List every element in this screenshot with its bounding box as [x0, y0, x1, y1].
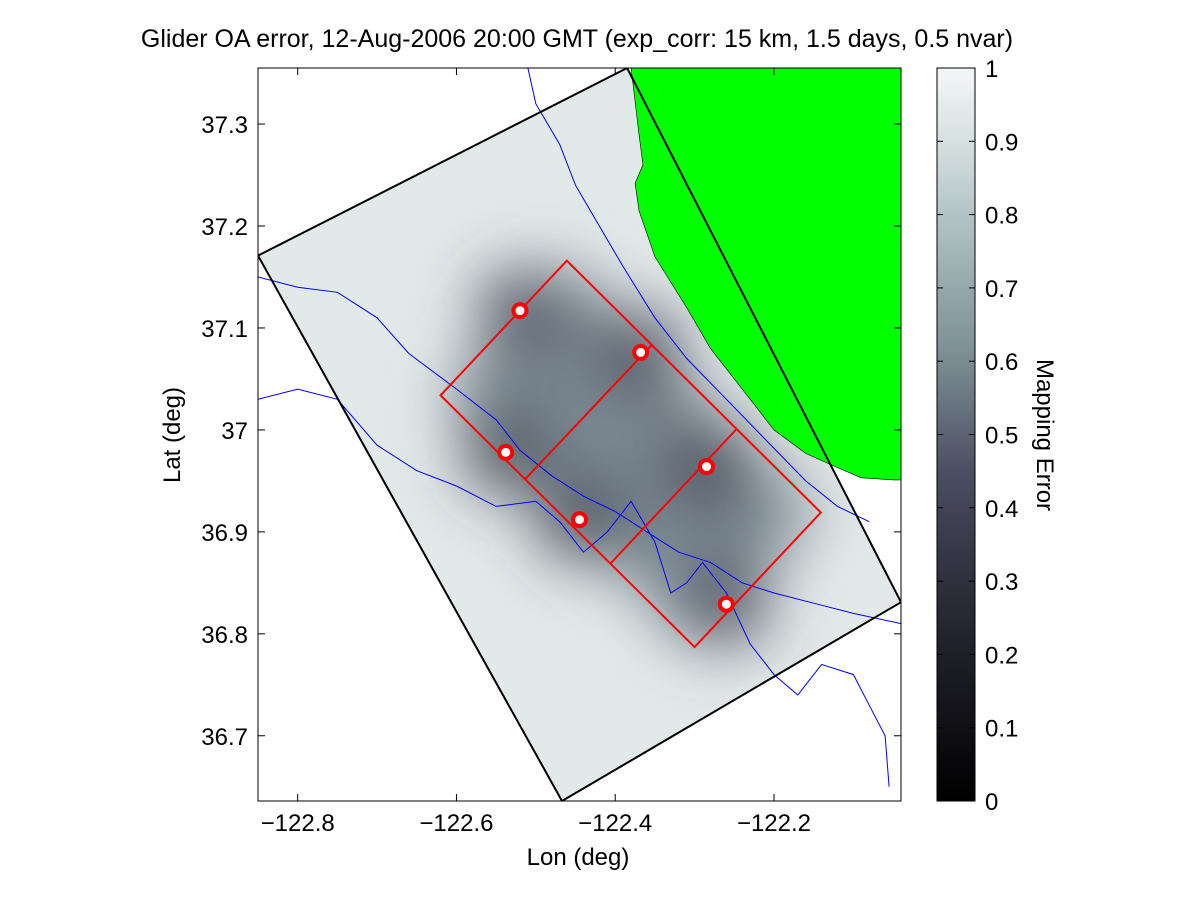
domain-outline-line [258, 68, 901, 801]
glider-marker-ring-3 [698, 458, 716, 476]
colorbar-gradient [937, 68, 975, 801]
error-field-clipped [258, 68, 901, 801]
land-area [630, 68, 901, 481]
land [630, 68, 901, 481]
bathymetry-contours [258, 68, 901, 787]
glider-marker-ring-4 [571, 511, 588, 529]
glider-marker-2 [497, 443, 515, 461]
y-tick-label-3: 37 [221, 418, 248, 445]
colorbar-tick-label-7: 0.7 [985, 276, 1018, 303]
x-tick-label-0: −122.8 [261, 810, 335, 837]
bathymetry-contour-1 [258, 276, 901, 625]
chart-title: Glider OA error, 12-Aug-2006 20:00 GMT (… [141, 25, 1013, 53]
y-tick-label-0: 36.7 [201, 724, 248, 751]
glider-marker-ring-0 [511, 302, 529, 320]
field-minima [440, 260, 821, 648]
x-tick-label-1: −122.6 [419, 810, 493, 837]
colorbar-tick-label-6: 0.6 [985, 349, 1018, 376]
colorbar-ticks: 0 0.1 0.2 0.3 0.4 0.5 0.6 0.7 0.8 0.9 1 [937, 56, 1018, 816]
axes-frame [257, 67, 902, 802]
colorbar-label: Mapping Error [1031, 359, 1058, 511]
error-field [258, 68, 901, 801]
colorbar: 0 0.1 0.2 0.3 0.4 0.5 0.6 0.7 0.8 0.9 1 Mapping Er… [936, 56, 1058, 816]
glider-marker-ring-2 [497, 443, 515, 461]
y-axis-label: Lat (deg) [159, 387, 186, 483]
glider-track-cross-0 [524, 343, 654, 480]
colorbar-tick-label-3: 0.3 [985, 569, 1018, 596]
colorbar-tick-label-8: 0.8 [985, 203, 1018, 230]
glider-marker-4 [571, 511, 588, 529]
y-tick-label-5: 37.2 [201, 214, 248, 241]
glider-marker-1 [632, 343, 650, 361]
colorbar-tick-label-9: 0.9 [985, 129, 1018, 156]
bathymetry-contour-2 [258, 388, 890, 787]
colorbar-tick-label-5: 0.5 [985, 423, 1018, 450]
colorbar-tick-label-0: 0 [985, 789, 998, 816]
colorbar-tick-label-10: 1 [985, 56, 998, 83]
colorbar-tick-label-4: 0.4 [985, 496, 1018, 523]
x-tick-label-3: −122.2 [737, 810, 811, 837]
colorbar-tick-label-2: 0.2 [985, 642, 1018, 669]
bathymetry-contour-0 [527, 68, 870, 523]
field-survey-region [440, 260, 821, 648]
glider-marker-3 [698, 458, 716, 476]
glider-marker-5 [717, 595, 735, 613]
y-tick-label-4: 37.1 [201, 316, 248, 343]
x-axis: −122.8 −122.6 −122.4 −122.2 [261, 68, 811, 837]
domain-outline [258, 68, 901, 801]
y-tick-label-2: 36.9 [201, 520, 248, 547]
plot-area: −122.8 −122.6 −122.4 −122.2 36.736.836.9373… [201, 67, 902, 837]
y-axis: 36.7 36.8 36.9 37 37.1 37.2 37.3 [201, 112, 901, 751]
glider-track-cross-1 [609, 428, 738, 565]
glider-positions [497, 302, 735, 613]
y-tick-label-6: 37.3 [201, 112, 248, 139]
x-tick-label-2: −122.4 [578, 810, 652, 837]
glider-marker-0 [511, 302, 529, 320]
y-tick-label-1: 36.8 [201, 622, 248, 649]
colorbar-tick-label-1: 0.1 [985, 716, 1018, 743]
x-axis-label: Lon (deg) [527, 844, 630, 871]
glider-marker-ring-5 [717, 595, 735, 613]
glider-marker-ring-1 [632, 343, 650, 361]
